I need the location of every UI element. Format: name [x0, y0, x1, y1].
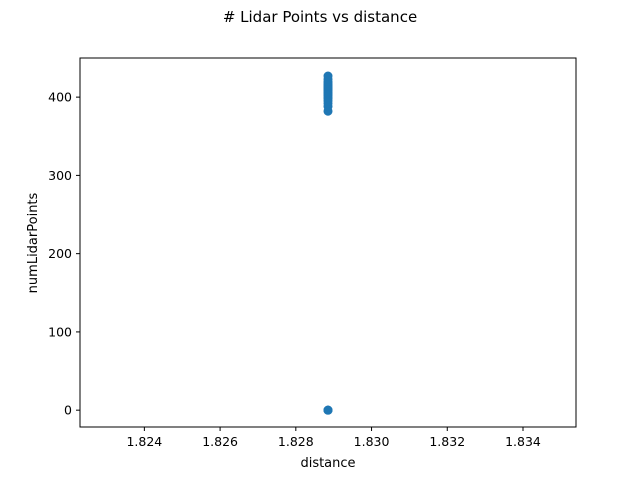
y-tick-label: 200 — [48, 246, 72, 261]
x-tick-label: 1.826 — [202, 434, 238, 449]
y-axis-label: numLidarPoints — [26, 192, 41, 293]
y-tick-label: 400 — [48, 90, 72, 105]
y-tick-label: 300 — [48, 168, 72, 183]
scatter-point — [323, 71, 333, 81]
y-tick-label: 0 — [64, 403, 72, 418]
x-tick-label: 1.824 — [126, 434, 162, 449]
y-tick-label: 100 — [48, 324, 72, 339]
x-tick-label: 1.828 — [278, 434, 314, 449]
scatter-points — [323, 71, 333, 415]
x-tick-label: 1.834 — [505, 434, 541, 449]
axes: 1.824 1.826 1.828 1.830 1.832 1.834 0 100 200 300… — [48, 57, 577, 449]
axes-frame — [79, 57, 577, 428]
plot-area — [80, 58, 576, 427]
x-axis-label: distance — [300, 456, 355, 471]
scatter-point — [323, 405, 333, 415]
chart-title: # Lidar Points vs distance — [223, 8, 417, 26]
x-tick-label: 1.830 — [354, 434, 390, 449]
x-tick-label: 1.832 — [429, 434, 465, 449]
plot-background — [80, 58, 576, 427]
